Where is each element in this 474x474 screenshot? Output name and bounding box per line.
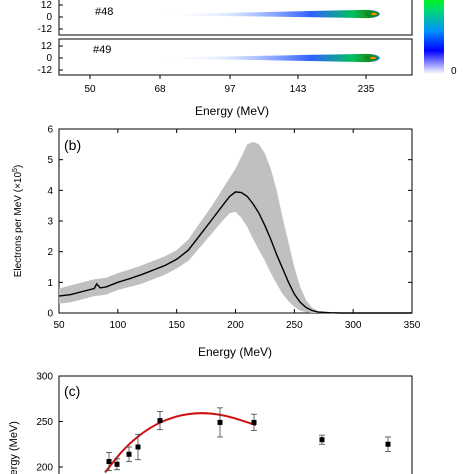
x-tick-label: 150 [168, 320, 185, 331]
x-tick-label: 235 [358, 84, 375, 95]
point-marker [217, 419, 223, 425]
data-point [319, 434, 325, 445]
colorbar [424, 0, 444, 74]
panel-b-ticks: 50 100 150 200 250 300 350 0 1 2 3 4 5 6 [47, 125, 420, 332]
shot-49-label: #49 [93, 44, 111, 56]
y-tick-label: 4 [47, 186, 53, 197]
shot-48-y-ticks: 12 0 -12 [38, 0, 63, 35]
panel-b-xlabel: Energy (MeV) [198, 345, 272, 359]
panel-b-ylabel: Electrons per MeV (×105) [12, 165, 24, 278]
y-tick-label: 0 [46, 12, 52, 23]
point-marker [106, 459, 112, 465]
panel-c: 200 250 300 (c) Energy (MeV) [8, 372, 413, 474]
x-tick-label: 100 [109, 320, 126, 331]
data-point [385, 436, 391, 452]
point-marker [114, 461, 120, 467]
y-tick-label: 2 [47, 247, 53, 258]
x-tick-label: 200 [227, 320, 244, 331]
y-tick-label: 300 [36, 372, 53, 383]
data-point [114, 458, 120, 471]
y-tick-label: -12 [38, 65, 53, 76]
y-tick-label: 1 [47, 278, 53, 289]
error-band [59, 141, 412, 313]
panel-b-label: (b) [64, 137, 81, 153]
colorbar-tick-label: 0 [451, 66, 457, 77]
x-tick-label: 50 [53, 320, 65, 331]
x-tick-label: 300 [345, 320, 362, 331]
fit-curve [104, 412, 257, 474]
point-marker [126, 451, 132, 457]
shot-48-beam [150, 9, 380, 19]
x-tick-label: 250 [286, 320, 303, 331]
data-point [106, 452, 112, 472]
y-tick-label: 250 [36, 417, 53, 428]
data-point [157, 411, 163, 431]
plot-frame-c [58, 375, 413, 474]
panel-b: 50 100 150 200 250 300 350 0 1 2 3 4 5 6 (b) Energy (… [12, 125, 421, 360]
panel-a: #48 12 0 -12 #49 12 0 -12 [38, 0, 457, 118]
panel-c-points [106, 407, 391, 472]
shot-49-y-ticks: 12 0 -12 [38, 41, 63, 76]
x-tick-label: 143 [290, 84, 307, 95]
point-marker [251, 419, 257, 425]
x-tick-label: 50 [84, 84, 96, 95]
series-line [58, 191, 412, 314]
x-tick-label: 350 [404, 320, 421, 331]
y-tick-label: 200 [36, 463, 53, 474]
shot-49-beam [150, 53, 380, 63]
point-marker [135, 444, 141, 450]
y-tick-label: 0 [46, 53, 52, 64]
y-tick-label: 0 [47, 309, 53, 320]
y-tick-label: 3 [47, 217, 53, 228]
data-point [126, 446, 132, 462]
panel-a-xlabel: Energy (MeV) [195, 104, 269, 118]
data-point [135, 433, 141, 461]
data-point [217, 407, 223, 438]
shot-49-core [370, 56, 376, 60]
y-tick-label: 5 [47, 155, 53, 166]
y-tick-label: -12 [38, 24, 53, 35]
shot-48-core [371, 12, 377, 16]
shot-48-label: #48 [95, 6, 113, 18]
point-marker [157, 418, 163, 424]
data-point [251, 413, 257, 432]
panel-a-x-ticks: 50 68 97 143 235 [84, 75, 375, 95]
panel-c-label: (c) [64, 383, 80, 399]
point-marker [385, 441, 391, 447]
y-tick-label: 12 [41, 0, 53, 11]
point-marker [319, 437, 325, 443]
x-tick-label: 68 [154, 84, 166, 95]
y-tick-label: 6 [47, 125, 53, 136]
x-tick-label: 97 [224, 84, 236, 95]
panel-c-ticks: 200 250 300 [36, 372, 63, 474]
panel-c-ylabel: Energy (MeV) [8, 421, 20, 474]
y-tick-label: 12 [41, 41, 53, 52]
